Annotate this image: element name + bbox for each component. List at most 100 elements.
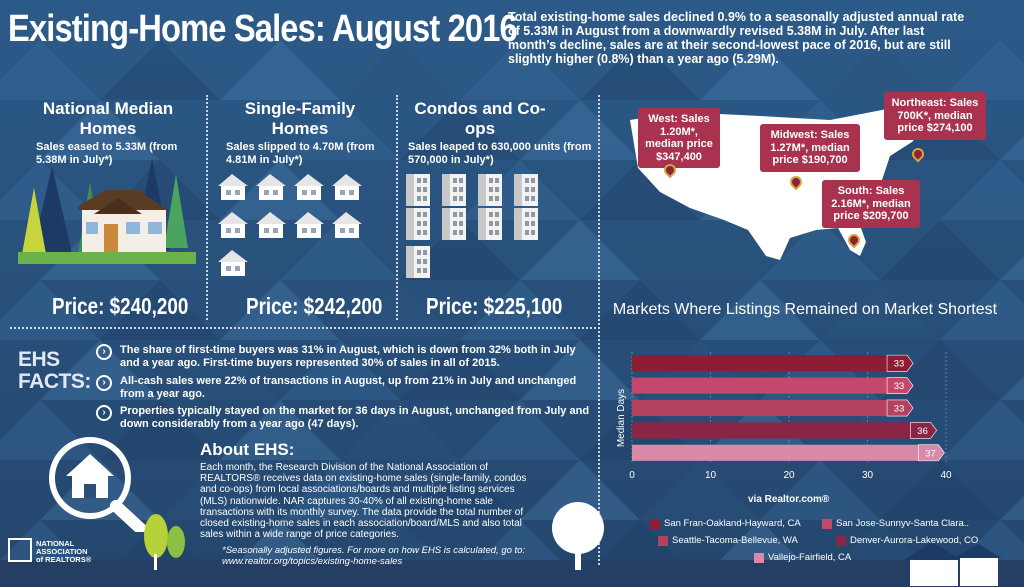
legend-swatch: [822, 518, 832, 529]
legend-label: San Jose-Sunnyv-Santa Clara..: [836, 518, 970, 529]
national-subtext: Sales eased to 5.33M (from 5.38M in July…: [36, 141, 178, 166]
x-tick-label: 20: [783, 470, 795, 481]
condos-subtext: Sales leaped to 630,000 units (from 570,…: [408, 141, 592, 166]
data-label: 33: [894, 381, 905, 392]
chevron-right-icon: ›: [96, 405, 112, 421]
house-icon: [218, 212, 248, 238]
legend-swatch: [836, 535, 846, 546]
chart-bar[interactable]: [632, 399, 892, 417]
condos-price: Price: $225,100: [426, 293, 563, 319]
legend-label: San Fran-Oakland-Hayward, CA: [664, 518, 801, 529]
condo-buildings-icon: [406, 174, 538, 278]
house-icon: [294, 174, 324, 200]
condo-icon: [406, 174, 430, 206]
about-body: Each month, the Research Division of the…: [200, 462, 527, 541]
data-label: 36: [917, 426, 928, 437]
fact-text: Properties typically stayed on the marke…: [120, 405, 590, 430]
condo-icon: [514, 174, 538, 206]
single-family-price: Price: $242,200: [246, 293, 383, 319]
legend-swatch: [754, 552, 764, 563]
chart-title: Markets Where Listings Remained on Marke…: [612, 301, 998, 318]
house-icon: [256, 212, 286, 238]
chart-bar[interactable]: [632, 355, 892, 372]
tree-icon: [552, 502, 604, 570]
data-label: 33: [894, 359, 905, 370]
single-family-heading: Single-Family Homes: [244, 99, 356, 138]
x-tick-label: 40: [940, 470, 952, 481]
chart-bar[interactable]: [632, 422, 915, 439]
magnifier-house-icon: [49, 437, 148, 532]
about-title: About EHS:: [200, 440, 295, 459]
data-label-tag: [886, 354, 914, 372]
legend-label: Seattle-Tacoma-Bellevue, WA: [672, 535, 798, 546]
legend-label: Denver-Aurora-Lakewood, CO: [850, 535, 979, 546]
divider: [598, 95, 600, 565]
fact-item: › The share of first-time buyers was 31%…: [96, 344, 596, 369]
divider: [206, 95, 208, 320]
northeast-region-bubble[interactable]: Northeast: Sales 700K*, median price $27…: [884, 92, 986, 140]
chart-bar[interactable]: [632, 377, 892, 394]
condos-heading: Condos and Co-ops: [414, 99, 546, 138]
midwest-region-bubble[interactable]: Midwest: Sales 1.27M*, median price $190…: [760, 124, 860, 172]
data-label-tag: [910, 422, 937, 439]
x-tick-label: 0: [629, 470, 635, 481]
national-price: Price: $240,200: [52, 293, 189, 319]
condo-icon: [478, 174, 502, 206]
data-label-tag: [886, 377, 914, 394]
data-label: 37: [925, 448, 936, 459]
house-icon: [218, 250, 248, 276]
legend-item[interactable]: San Jose-Sunnyv-Santa Clara..: [822, 518, 982, 529]
west-region-bubble[interactable]: West: Sales 1.20M*, median price $347,40…: [638, 108, 720, 168]
nar-logo-icon: [8, 538, 32, 562]
house-icon: [904, 542, 1002, 586]
fact-item: › Properties typically stayed on the mar…: [96, 405, 596, 430]
chart-legend: San Fran-Oakland-Hayward, CA San Jose-Sun…: [650, 518, 1010, 563]
house-illustration: [18, 158, 196, 264]
chart-bar[interactable]: [632, 444, 923, 461]
legend-item[interactable]: Denver-Aurora-Lakewood, CO: [836, 535, 986, 546]
condo-icon: [514, 208, 538, 240]
summary-text: Total existing-home sales declined 0.9% …: [508, 10, 965, 66]
footnote: *Seasonally adjusted figures. For more o…: [222, 545, 526, 567]
divider: [10, 327, 596, 329]
chart-ylabel: Median Days: [616, 389, 627, 447]
condo-icon: [478, 208, 502, 240]
house-icon: [332, 174, 362, 200]
fact-text: All-cash sales were 22% of transactions …: [120, 375, 577, 400]
legend-item[interactable]: San Fran-Oakland-Hayward, CA: [650, 518, 812, 529]
bar-chart: Median Days 33 33 33 36 37 0 10 20 30 40: [616, 352, 952, 481]
x-tick-label: 30: [862, 470, 874, 481]
house-icon: [218, 174, 248, 200]
chart-source: via Realtor.com®: [748, 494, 830, 505]
legend-item[interactable]: Vallejo-Fairfield, CA: [754, 552, 934, 563]
x-tick-label: 10: [705, 470, 717, 481]
national-heading: National Median Homes: [42, 99, 174, 138]
chevron-right-icon: ›: [96, 375, 112, 391]
condo-icon: [442, 174, 466, 206]
facts-title: EHS FACTS:: [18, 348, 91, 393]
legend-item[interactable]: Seattle-Tacoma-Bellevue, WA: [658, 535, 826, 546]
data-label: 33: [894, 404, 905, 415]
condo-icon: [406, 208, 430, 240]
house-icon: [332, 212, 362, 238]
tree-icon: [144, 514, 185, 570]
chevron-right-icon: ›: [96, 344, 112, 360]
legend-swatch: [650, 518, 660, 529]
house-icon: [294, 212, 324, 238]
page-title: Existing-Home Sales: August 2016: [8, 8, 518, 50]
condo-icon: [442, 208, 466, 240]
nar-logo-text: NATIONAL ASSOCIATION of REALTORS®: [36, 539, 92, 564]
legend-label: Vallejo-Fairfield, CA: [768, 552, 852, 563]
fact-text: The share of first-time buyers was 31% i…: [120, 344, 576, 369]
single-family-subtext: Sales slipped to 4.70M (from 4.81M in Ju…: [226, 141, 375, 166]
house-icon: [256, 174, 286, 200]
divider: [396, 95, 398, 320]
legend-swatch: [658, 535, 668, 546]
condo-icon: [406, 246, 430, 278]
data-label-tag: [918, 444, 945, 462]
fact-item: › All-cash sales were 22% of transaction…: [96, 375, 596, 400]
south-region-bubble[interactable]: South: Sales 2.16M*, median price $209,7…: [822, 180, 920, 228]
single-family-houses-icon: [218, 174, 362, 276]
data-label-tag: [886, 399, 914, 417]
